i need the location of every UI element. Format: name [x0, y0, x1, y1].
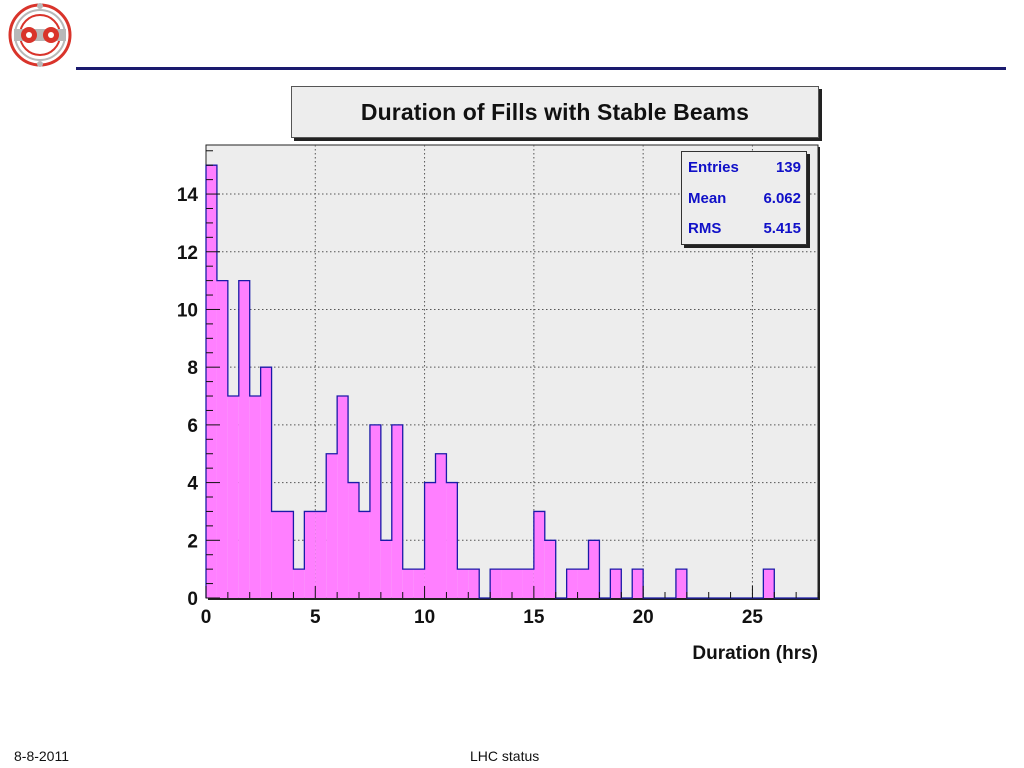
x-tick-label: 0 [201, 607, 212, 628]
x-tick-label: 20 [633, 607, 654, 628]
histogram-bar [675, 569, 687, 598]
histogram-bar [501, 569, 512, 598]
histogram-bar [588, 540, 600, 598]
histogram-bar [227, 396, 239, 598]
x-tick-label: 25 [742, 607, 764, 628]
histogram-bar [763, 569, 775, 598]
histogram-bar [566, 569, 578, 598]
histogram-bar [271, 511, 283, 598]
histogram-bar [359, 511, 370, 598]
y-tick-label: 0 [187, 589, 198, 610]
chart-title: Duration of Fills with Stable Beams [291, 86, 819, 138]
footer-date: 8-8-2011 [14, 748, 70, 764]
histogram-bar [249, 396, 261, 598]
histogram-bar [293, 569, 305, 598]
histogram-bar [632, 569, 644, 598]
stats-box: Entries 139 Mean 6.062 RMS 5.415 [681, 151, 807, 245]
histogram-bar [457, 569, 469, 598]
histogram-bar [435, 453, 447, 598]
histogram-bar [522, 569, 534, 598]
histogram-bar [337, 396, 349, 598]
stats-label: Mean [688, 190, 727, 207]
y-tick-label: 8 [187, 358, 198, 379]
histogram-bar [446, 482, 458, 598]
x-tick-label: 5 [310, 607, 321, 628]
histogram-bar [424, 482, 436, 598]
histogram-bar [216, 280, 228, 598]
histogram-bar [260, 367, 272, 598]
header-rule [76, 67, 1006, 70]
histogram-bar [413, 569, 425, 598]
stats-label: Entries [688, 159, 739, 176]
stats-label: RMS [688, 220, 722, 237]
histogram-bar [402, 569, 414, 598]
histogram-bar [544, 540, 556, 598]
x-axis-label: Duration (hrs) [692, 643, 818, 664]
y-tick-label: 12 [177, 243, 198, 264]
stats-row-mean: Mean 6.062 [688, 190, 801, 207]
histogram-bar [282, 511, 294, 598]
lhc-logo [8, 3, 72, 67]
histogram-bar [304, 511, 316, 598]
footer-title: LHC status [470, 748, 540, 764]
histogram-bar [468, 569, 480, 598]
histogram-bar [380, 540, 392, 598]
y-tick-label: 14 [177, 185, 199, 206]
histogram-bar [512, 569, 523, 598]
histogram-bar [391, 424, 403, 598]
histogram-bar [577, 569, 589, 598]
histogram-bar [348, 482, 359, 598]
stats-value: 5.415 [763, 220, 801, 237]
x-tick-label: 15 [523, 607, 545, 628]
stats-row-entries: Entries 139 [688, 159, 801, 176]
histogram-bar [610, 569, 622, 598]
x-tick-label: 10 [414, 607, 435, 628]
histogram-bar [238, 280, 250, 598]
histogram-bar [533, 511, 545, 598]
histogram-outline [205, 164, 818, 599]
y-tick-label: 6 [187, 416, 198, 437]
histogram-bar [315, 511, 327, 598]
y-tick-label: 2 [187, 531, 198, 552]
y-tick-label: 10 [177, 300, 198, 321]
y-tick-label: 4 [187, 474, 198, 495]
histogram-bar [326, 453, 338, 598]
stats-value: 6.062 [763, 190, 801, 207]
stats-row-rms: RMS 5.415 [688, 220, 801, 237]
stats-value: 139 [775, 159, 801, 176]
histogram-bar [369, 424, 381, 598]
histogram-bar [490, 569, 502, 598]
